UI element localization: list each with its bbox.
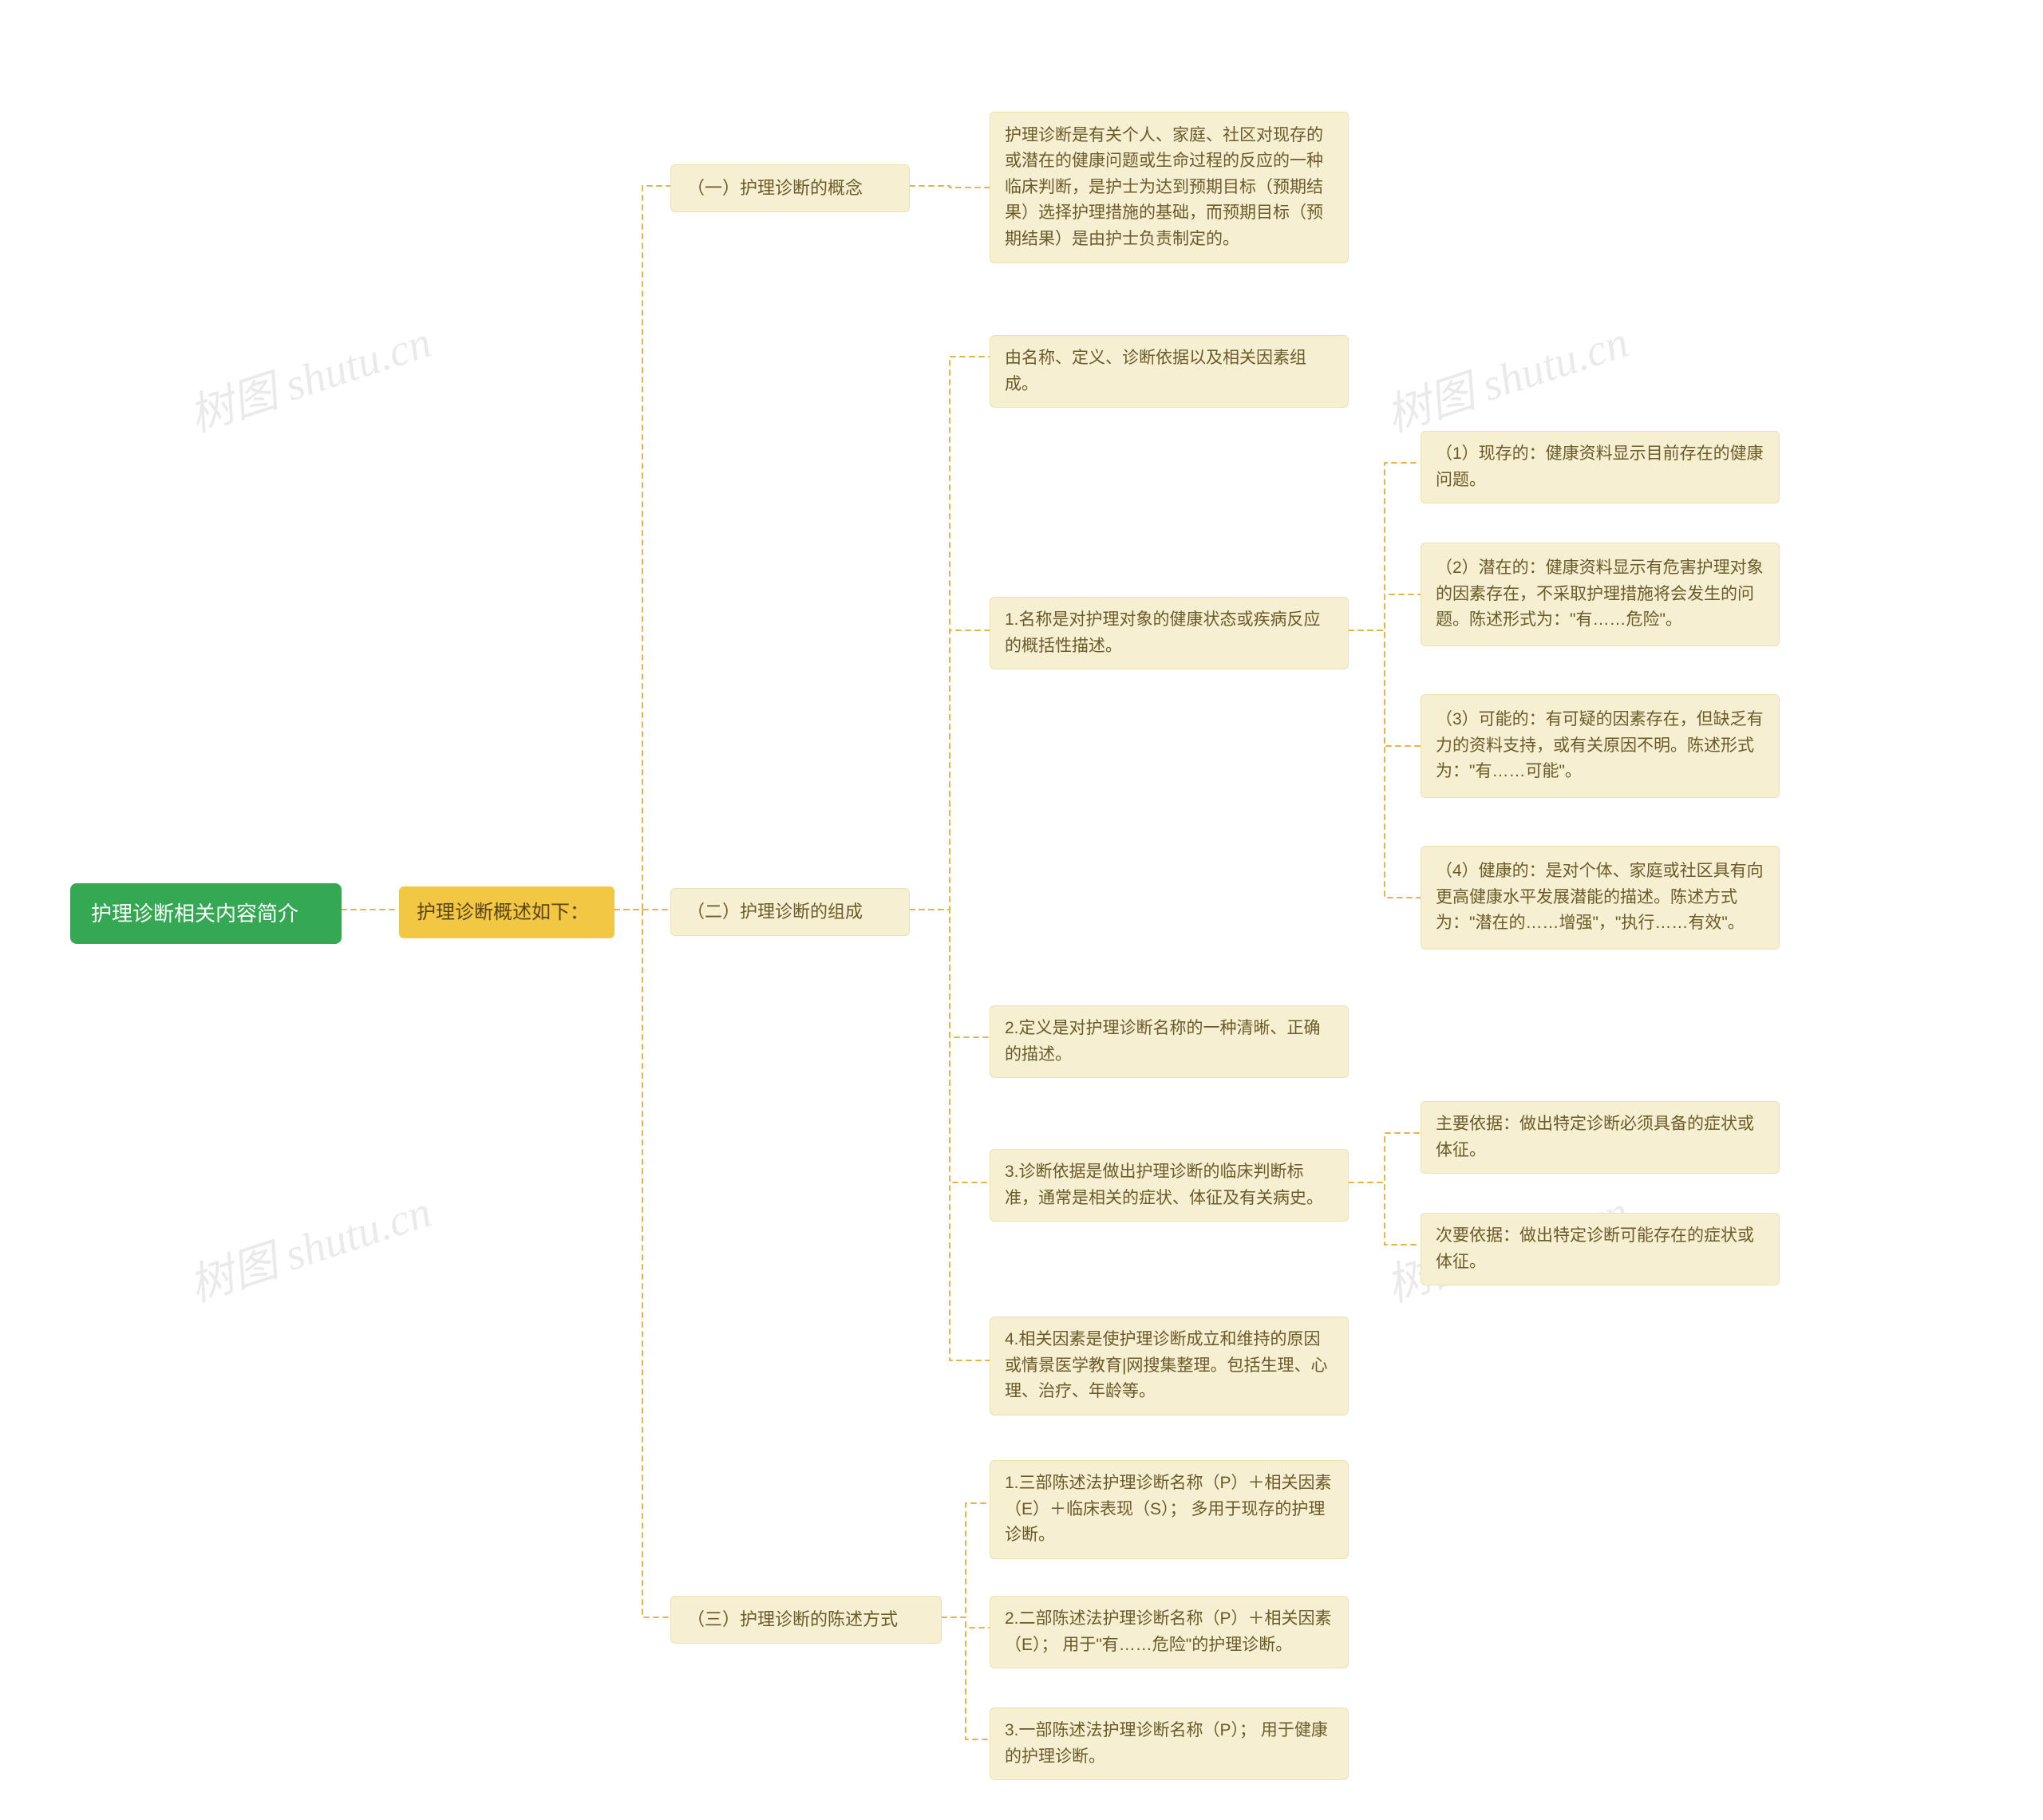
watermark: 树图 shutu.cn [180,306,438,444]
leaf-text: 次要依据：做出特定诊断可能存在的症状或体征。 [1436,1223,1764,1275]
name-type-healthy-leaf[interactable]: （4）健康的：是对个体、家庭或社区具有向更高健康水平发展潜能的描述。陈述方式为：… [1421,846,1780,949]
leaf-text: （1）现存的：健康资料显示目前存在的健康问题。 [1436,441,1764,493]
leaf-text: 护理诊断是有关个人、家庭、社区对现存的或潜在的健康问题或生命过程的反应的一种临床… [1005,123,1334,253]
leaf-text: 主要依据：做出特定诊断必须具备的症状或体征。 [1436,1111,1764,1163]
basis-secondary-leaf[interactable]: 次要依据：做出特定诊断可能存在的症状或体征。 [1421,1213,1780,1285]
composition-basis-node[interactable]: 3.诊断依据是做出护理诊断的临床判断标准，通常是相关的症状、体征及有关病史。 [990,1149,1349,1222]
statement-two-part-leaf[interactable]: 2.二部陈述法护理诊断名称（P）＋相关因素（E）； 用于"有……危险"的护理诊断… [990,1596,1349,1668]
section-concept[interactable]: （一）护理诊断的概念 [670,164,910,212]
leaf-text: 2.定义是对护理诊断名称的一种清晰、正确的描述。 [1005,1016,1334,1068]
mindmap-canvas: 树图 shutu.cn 树图 shutu.cn 树图 shutu.cn 树图 s… [0,0,2043,1820]
section-label: （三）护理诊断的陈述方式 [687,1606,925,1633]
concept-definition-leaf[interactable]: 护理诊断是有关个人、家庭、社区对现存的或潜在的健康问题或生命过程的反应的一种临床… [990,112,1349,263]
section-label: （二）护理诊断的组成 [687,898,893,926]
section-label: （一）护理诊断的概念 [687,175,893,202]
composition-name-node[interactable]: 1.名称是对护理对象的健康状态或疾病反应的概括性描述。 [990,597,1349,669]
leaf-text: （2）潜在的：健康资料显示有危害护理对象的因素存在，不采取护理措施将会发生的问题… [1436,555,1764,634]
root-label: 护理诊断相关内容简介 [91,898,321,930]
leaf-text: 由名称、定义、诊断依据以及相关因素组成。 [1005,345,1334,397]
section-statement[interactable]: （三）护理诊断的陈述方式 [670,1596,942,1644]
name-type-existing-leaf[interactable]: （1）现存的：健康资料显示目前存在的健康问题。 [1421,431,1780,503]
leaf-text: 3.一部陈述法护理诊断名称（P）； 用于健康的护理诊断。 [1005,1718,1334,1770]
composition-factors-leaf[interactable]: 4.相关因素是使护理诊断成立和维持的原因或情景医学教育|网搜集整理。包括生理、心… [990,1317,1349,1415]
root-node[interactable]: 护理诊断相关内容简介 [70,883,342,944]
leaf-text: 1.名称是对护理对象的健康状态或疾病反应的概括性描述。 [1005,607,1334,659]
name-type-possible-leaf[interactable]: （3）可能的：有可疑的因素存在，但缺乏有力的资料支持，或有关原因不明。陈述形式为… [1421,694,1780,798]
leaf-text: 4.相关因素是使护理诊断成立和维持的原因或情景医学教育|网搜集整理。包括生理、心… [1005,1327,1334,1405]
composition-overview-leaf[interactable]: 由名称、定义、诊断依据以及相关因素组成。 [990,335,1349,408]
leaf-text: 1.三部陈述法护理诊断名称（P）＋相关因素（E）＋临床表现（S）； 多用于现存的… [1005,1471,1334,1549]
watermark: 树图 shutu.cn [1377,306,1635,444]
overview-node[interactable]: 护理诊断概述如下： [399,886,614,938]
overview-label: 护理诊断概述如下： [417,898,597,927]
leaf-text: 3.诊断依据是做出护理诊断的临床判断标准，通常是相关的症状、体征及有关病史。 [1005,1159,1334,1211]
statement-one-part-leaf[interactable]: 3.一部陈述法护理诊断名称（P）； 用于健康的护理诊断。 [990,1707,1349,1780]
basis-primary-leaf[interactable]: 主要依据：做出特定诊断必须具备的症状或体征。 [1421,1101,1780,1174]
watermark: 树图 shutu.cn [180,1175,438,1314]
leaf-text: （3）可能的：有可疑的因素存在，但缺乏有力的资料支持，或有关原因不明。陈述形式为… [1436,707,1764,785]
leaf-text: （4）健康的：是对个体、家庭或社区具有向更高健康水平发展潜能的描述。陈述方式为：… [1436,859,1764,937]
section-composition[interactable]: （二）护理诊断的组成 [670,888,910,936]
name-type-potential-leaf[interactable]: （2）潜在的：健康资料显示有危害护理对象的因素存在，不采取护理措施将会发生的问题… [1421,543,1780,646]
composition-definition-leaf[interactable]: 2.定义是对护理诊断名称的一种清晰、正确的描述。 [990,1005,1349,1078]
leaf-text: 2.二部陈述法护理诊断名称（P）＋相关因素（E）； 用于"有……危险"的护理诊断… [1005,1606,1334,1658]
statement-three-part-leaf[interactable]: 1.三部陈述法护理诊断名称（P）＋相关因素（E）＋临床表现（S）； 多用于现存的… [990,1460,1349,1559]
